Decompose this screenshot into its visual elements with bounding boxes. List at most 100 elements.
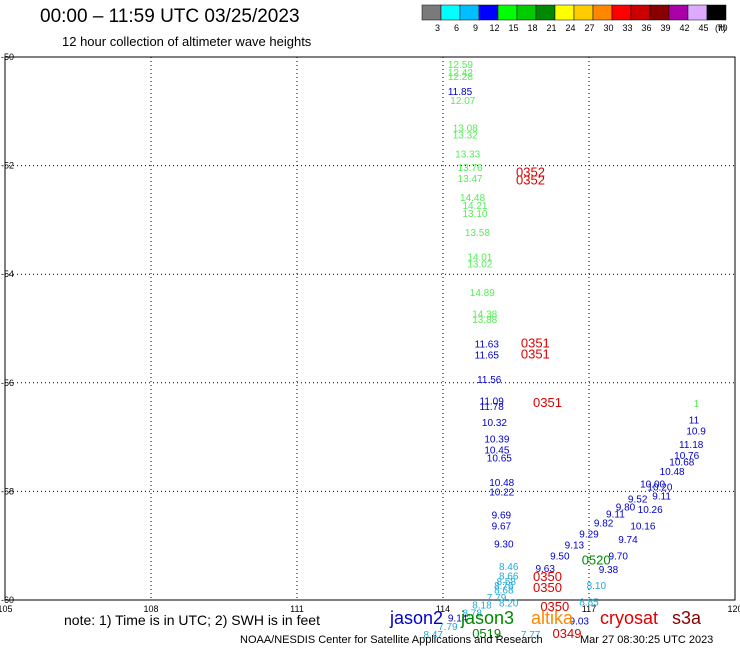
colorbar-swatch: [611, 4, 632, 21]
colorbar-label: 12: [489, 23, 499, 33]
wave-height-label: 8.68: [494, 585, 514, 596]
wave-height-label: 8.47: [424, 630, 444, 641]
wave-height-label: 14.48: [460, 193, 485, 204]
wave-height-label: 9.14: [448, 614, 468, 625]
pass-time-label: 0350: [533, 569, 562, 584]
colorbar-label: 9: [473, 23, 478, 33]
pass-time-label: 0350: [540, 599, 569, 614]
wave-height-label: 10.76: [674, 451, 699, 462]
wave-height-label: 11.63: [475, 340, 500, 351]
colorbar-swatch: [573, 4, 594, 21]
wave-height-label: 11.85: [448, 87, 473, 98]
colorbar-label: 27: [584, 23, 594, 33]
colorbar-label: 18: [527, 23, 537, 33]
wave-height-label: 9.74: [618, 535, 638, 546]
colorbar-label: 33: [622, 23, 632, 33]
wave-height-label: 9.29: [579, 530, 599, 541]
wave-height-label: 11: [689, 416, 700, 427]
wave-height-label: 13.32: [453, 130, 478, 141]
wave-height-label: 9.80: [616, 502, 636, 513]
wave-height-label: 9.30: [494, 539, 514, 550]
wave-height-label: 11.65: [475, 350, 500, 361]
wave-height-label: 10.20: [647, 482, 672, 493]
wave-height-label: 9.67: [492, 521, 512, 532]
y-tick-label: -52: [1, 161, 14, 171]
wave-height-label: 9.70: [608, 551, 628, 562]
pass-time-label: 0351: [521, 336, 550, 351]
colorbar-swatch: [478, 4, 499, 21]
page-subtitle: 12 hour collection of altimeter wave hei…: [62, 34, 312, 49]
colorbar-swatch: [554, 4, 575, 21]
wave-height-label: 13.58: [465, 228, 490, 239]
wave-height-label: 7.79: [487, 593, 507, 604]
colorbar-label: 70: [717, 23, 727, 33]
y-tick-label: -58: [1, 486, 14, 496]
colorbar-swatch: [497, 4, 518, 21]
pass-time-label: 0352: [516, 173, 545, 188]
colorbar-label: 6: [454, 23, 459, 33]
wave-height-label: 14.38: [472, 310, 497, 321]
axes: 105108111114117120-50-52-54-56-58-60: [0, 52, 740, 614]
wave-height-label: 12.07: [450, 96, 475, 107]
wave-height-label: 9.03: [570, 616, 590, 627]
wave-height-label: 8.66: [499, 571, 519, 582]
wave-height-label: 10.48: [489, 478, 514, 489]
credit-text: NOAA/NESDIS Center for Satellite Applica…: [240, 634, 543, 646]
wave-height-label: 13.76: [458, 163, 483, 174]
colorbar-label: 24: [565, 23, 575, 33]
colorbar-swatch: [687, 4, 708, 21]
wave-height-label: 10.9: [686, 426, 706, 437]
pass-time-label: 0350: [533, 580, 562, 595]
wave-height-label: 9.69: [492, 511, 512, 522]
wave-height-label: 8.46: [499, 562, 519, 573]
wave-height-label: 8.58: [497, 577, 517, 588]
colorbar-swatch: [649, 4, 670, 21]
wave-height-label: 9.11: [652, 492, 671, 503]
wave-height-label: 10.26: [638, 505, 663, 516]
wave-height-label: 10.16: [630, 521, 655, 532]
x-tick-label: 111: [290, 604, 304, 614]
wave-height-label: 7.79: [438, 622, 458, 633]
wave-height-label: 12.28: [448, 72, 473, 83]
colorbar-label: 15: [508, 23, 518, 33]
wave-height-label: 12.42: [448, 68, 473, 79]
y-tick-label: -56: [1, 378, 14, 388]
x-tick-label: 117: [582, 604, 596, 614]
colorbar-swatch: [592, 4, 613, 21]
note-text: note: 1) Time is in UTC; 2) SWH is in fe…: [64, 612, 320, 628]
wave-height-label: 9.50: [550, 551, 570, 562]
wave-height-label: 10.00: [640, 480, 665, 491]
wave-height-label: 8.10: [587, 581, 607, 592]
wave-height-label: 9.82: [594, 519, 614, 530]
wave-height-label: 13.47: [458, 174, 483, 185]
wave-height-label: 8.78: [462, 608, 482, 619]
pass-time-label: 0351: [521, 346, 550, 361]
wave-height-label: 8.85: [579, 597, 599, 608]
wave-height-label: 8.18: [472, 601, 492, 612]
wave-height-label: 13.33: [455, 149, 480, 160]
wave-height-label: 14.21: [462, 201, 487, 212]
colorbar-swatch: [535, 4, 556, 21]
wave-height-label: 11.78: [480, 402, 505, 413]
colorbar-label: 30: [603, 23, 613, 33]
timestamp: Mar 27 08:30:25 UTC 2023: [580, 634, 714, 646]
pass-time-label: 0352: [516, 164, 545, 179]
x-tick-label: 114: [436, 604, 450, 614]
wave-height-label: 13.10: [462, 209, 487, 220]
pass-time-label: 0520: [582, 553, 611, 568]
colorbar-label: 36: [641, 23, 651, 33]
wave-height-label: 9.13: [565, 540, 585, 551]
wave-height-label: 11.56: [477, 375, 502, 386]
colorbar-label: 42: [679, 23, 689, 33]
x-tick-label: 105: [0, 604, 13, 614]
colorbar-swatch: [440, 4, 461, 21]
wave-height-label: 8.76: [494, 581, 514, 592]
wave-height-label: 13.08: [453, 123, 478, 134]
wave-height-label: 10.32: [482, 418, 507, 429]
wave-height-label: 9.63: [535, 564, 555, 575]
page-title: 00:00 – 11:59 UTC 03/25/2023: [40, 6, 300, 27]
wave-height-label: 12.59: [448, 60, 473, 71]
legend-cryosat: cryosat: [600, 608, 659, 628]
wave-height-label: 13.02: [467, 260, 492, 271]
